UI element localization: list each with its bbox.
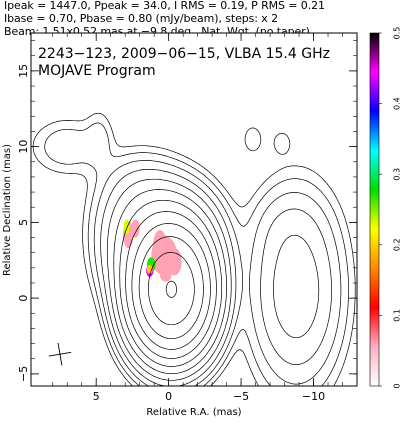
contour-line <box>165 280 177 298</box>
panel-title: 2243−123, 2009−06−15, VLBA 15.4 GHz <box>38 46 330 62</box>
x-tick-label: 0 <box>165 390 172 403</box>
y-axis-label: Relative Declination (mas) <box>2 144 13 276</box>
polarization-patch <box>167 248 182 276</box>
polarization-patch <box>146 264 153 274</box>
y-tick-label: −5 <box>17 366 30 382</box>
header-line-1: Ipeak = 1447.0, Ppeak = 34.0, I RMS = 0.… <box>4 0 325 12</box>
colorbar-tick-label: 0.5 <box>393 27 402 40</box>
beam-minor-axis <box>48 351 72 357</box>
y-tick-label: 10 <box>17 140 30 154</box>
x-axis-label: Relative R.A. (mas) <box>146 407 241 418</box>
contour-line <box>113 189 227 375</box>
plot-area <box>31 33 357 386</box>
plot-frame <box>30 32 358 387</box>
polarization-patch <box>159 269 172 282</box>
header-line-3: Beam: 1.51x0.52 mas at −9.8 deg., Nat. W… <box>4 25 310 38</box>
contour-line <box>119 199 223 367</box>
colorbar <box>369 32 380 387</box>
contour-line <box>138 236 204 340</box>
y-tick-label: 15 <box>17 64 30 78</box>
contour-line <box>32 112 356 386</box>
contour-line <box>44 122 349 386</box>
colorbar-tick-label: 0 <box>393 383 402 388</box>
x-tick-label: −10 <box>302 390 325 403</box>
polarization-patch <box>130 219 140 238</box>
contour-line <box>100 168 332 386</box>
contour-line <box>125 211 217 359</box>
colorbar-tick-label: 0.2 <box>393 238 402 251</box>
panel-subtitle: MOJAVE Program <box>38 63 156 79</box>
contour-line <box>93 160 342 386</box>
x-tick-label: −5 <box>233 390 249 403</box>
colorbar-ticks: 0 0.1 0.2 0.3 0.4 0.5 <box>379 27 402 389</box>
polarization-patch <box>123 219 130 235</box>
y-tick-label: 5 <box>17 219 30 226</box>
y-tick-label: 0 <box>17 295 30 302</box>
contour-line <box>106 178 320 381</box>
beam-layer <box>48 342 72 366</box>
contour-line <box>131 223 211 350</box>
colorbar-tick-label: 0.1 <box>393 309 402 322</box>
plot-background <box>31 33 357 386</box>
polarization-layer <box>123 219 182 282</box>
header-line-2: Ibase = 0.70, Pbase = 0.80 (mJy/beam), s… <box>4 12 279 25</box>
colorbar-tick-label: 0.4 <box>393 97 402 110</box>
colorbar-tick-label: 0.3 <box>393 168 402 181</box>
contour-layer <box>32 112 356 386</box>
contour-line <box>148 252 195 326</box>
axis-ticks: 5 0 −5 −10 −5 0 5 10 15 <box>17 33 357 403</box>
x-tick-label: 5 <box>93 390 100 403</box>
